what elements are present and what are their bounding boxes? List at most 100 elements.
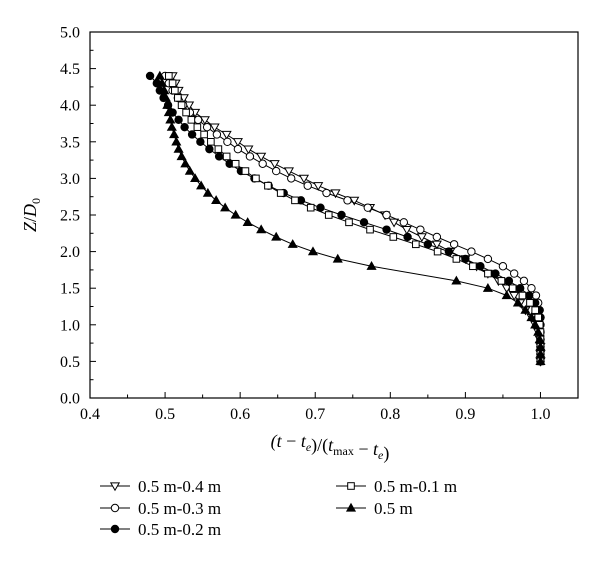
legend-label: 0.5 m-0.3 m <box>138 499 221 518</box>
data-point <box>504 276 514 286</box>
data-point <box>154 70 165 80</box>
plot-area <box>145 70 546 367</box>
data-point <box>322 188 331 198</box>
data-point <box>518 291 527 300</box>
data-point <box>497 277 506 285</box>
data-point <box>212 130 222 139</box>
data-point <box>469 262 477 271</box>
data-point <box>287 239 298 248</box>
data-point <box>171 136 182 146</box>
data-point <box>483 254 493 264</box>
data-point <box>287 174 296 183</box>
data-point <box>180 122 189 132</box>
data-point <box>467 247 476 256</box>
x-tick-label: 0.6 <box>230 406 250 423</box>
data-point <box>193 123 202 131</box>
data-point <box>271 166 281 176</box>
data-point <box>207 138 215 146</box>
data-point <box>242 217 253 226</box>
data-point <box>196 180 207 190</box>
data-point <box>515 284 525 293</box>
data-point <box>157 78 168 87</box>
y-tick-label: 5.0 <box>60 25 80 42</box>
legend-item: 0.5 m-0.4 m <box>100 477 221 496</box>
data-point <box>214 152 224 161</box>
data-point <box>526 312 537 322</box>
data-point <box>258 159 267 168</box>
data-point <box>145 71 155 81</box>
data-point <box>382 225 391 234</box>
data-point <box>283 167 295 177</box>
data-point <box>171 86 179 95</box>
data-point <box>535 356 546 366</box>
y-tick-label: 3.5 <box>60 134 80 151</box>
data-point <box>193 115 203 125</box>
legend-item: 0.5 m-0.2 m <box>100 520 221 539</box>
data-point <box>527 284 536 293</box>
data-point <box>451 275 462 285</box>
data-point <box>433 247 442 256</box>
data-point <box>159 85 170 95</box>
data-point <box>233 144 243 154</box>
legend-marker <box>345 502 357 512</box>
data-point <box>200 130 208 139</box>
data-point <box>209 123 220 133</box>
data-point <box>501 284 512 294</box>
data-point <box>271 231 282 241</box>
data-point <box>366 261 377 270</box>
data-point <box>416 225 425 234</box>
axes: 0.4 0.5 0.6 0.7 0.8 0.9 1.0 0.0 0.5 1.0 1.5 2.0 2.5 3… <box>20 25 579 464</box>
data-point <box>530 319 541 329</box>
y-tick-label: 0.0 <box>60 391 80 408</box>
data-point <box>196 137 205 147</box>
data-point <box>512 297 524 307</box>
data-point <box>231 159 240 168</box>
data-point <box>482 282 493 292</box>
data-point <box>223 137 232 147</box>
data-point <box>452 255 461 263</box>
data-point <box>330 189 341 199</box>
data-point <box>343 196 352 205</box>
y-tick-label: 3.0 <box>60 171 80 188</box>
x-tick-label: 0.4 <box>80 406 100 423</box>
data-point <box>174 94 182 102</box>
y-tick-label: 2.0 <box>60 244 80 261</box>
x-axis-label: (t − te)/(tmax − te) <box>271 431 390 464</box>
data-point <box>520 304 531 314</box>
data-point <box>252 174 260 183</box>
series-0 <box>167 72 546 367</box>
series-3 <box>165 72 545 366</box>
y-tick-label: 1.5 <box>60 281 80 298</box>
data-point <box>256 152 267 162</box>
data-point <box>332 253 343 263</box>
data-point <box>211 195 222 205</box>
data-point <box>533 326 544 336</box>
svg-text:Z/D0: Z/D0 <box>20 198 43 232</box>
data-point <box>160 92 171 102</box>
y-tick-label: 2.5 <box>60 208 80 225</box>
x-tick-label: 1.0 <box>530 406 550 423</box>
data-point <box>180 158 191 168</box>
data-point <box>401 225 412 235</box>
data-point <box>416 233 427 243</box>
data-point <box>509 291 520 301</box>
data-point <box>256 224 267 234</box>
series-line <box>172 75 541 362</box>
data-point <box>205 144 214 154</box>
legend-marker <box>110 524 120 534</box>
data-point <box>182 108 190 117</box>
data-point <box>190 173 201 183</box>
data-point <box>269 160 280 169</box>
data-point <box>174 115 183 125</box>
legend-label: 0.5 m-0.4 m <box>138 477 221 496</box>
data-point <box>166 121 177 131</box>
data-point <box>306 203 315 212</box>
data-point <box>534 313 543 322</box>
data-point <box>169 129 180 139</box>
y-tick-label: 4.5 <box>60 61 80 78</box>
data-point <box>276 189 285 197</box>
data-point <box>230 209 241 219</box>
data-point <box>232 138 243 148</box>
y-tick-label: 1.0 <box>60 317 80 334</box>
legend-marker <box>109 482 121 492</box>
